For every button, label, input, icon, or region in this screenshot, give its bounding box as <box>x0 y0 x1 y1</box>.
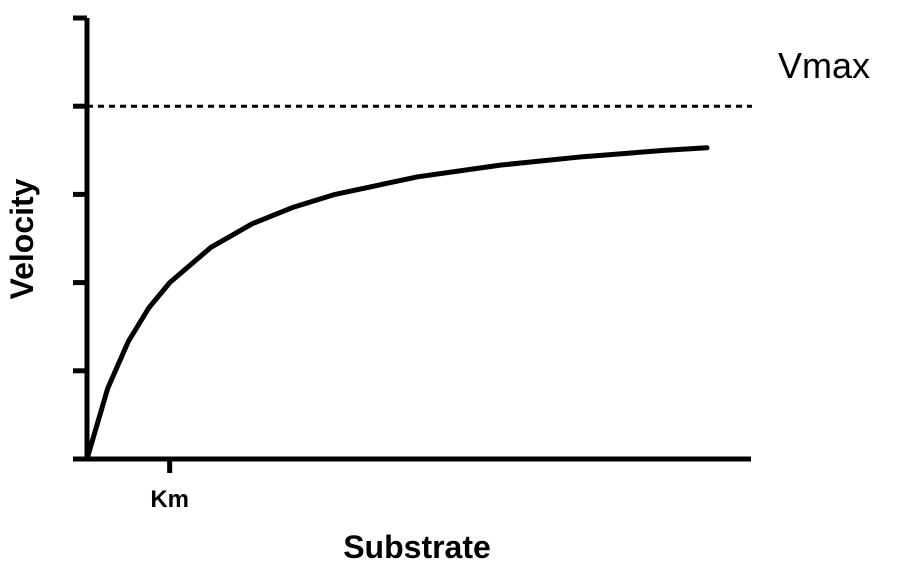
x-tick-labels: Km <box>150 486 189 513</box>
y-axis-title: Velocity <box>4 178 40 299</box>
x-tick-label: Km <box>150 486 189 513</box>
axes <box>73 15 751 473</box>
vmax-label: Vmax <box>778 45 870 86</box>
x-axis-title: Substrate <box>343 529 491 565</box>
velocity-curve <box>84 145 710 462</box>
series <box>84 145 710 462</box>
